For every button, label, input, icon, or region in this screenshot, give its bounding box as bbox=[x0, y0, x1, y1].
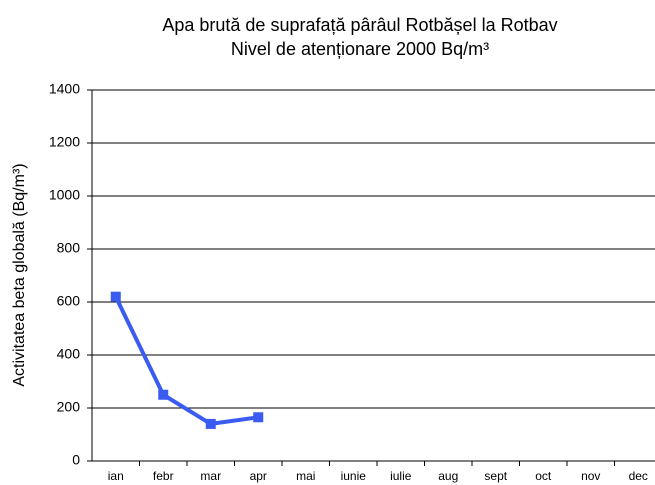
x-tick-label: iunie bbox=[341, 469, 367, 483]
marker bbox=[253, 412, 264, 423]
y-tick-label: 1400 bbox=[49, 81, 80, 97]
y-tick-label: 0 bbox=[72, 452, 80, 468]
marker bbox=[205, 418, 216, 429]
chart-title: Apa brută de suprafață pârâul Rotbășel l… bbox=[162, 15, 557, 35]
x-tick-label: febr bbox=[153, 469, 174, 483]
y-tick-label: 600 bbox=[57, 293, 81, 309]
y-axis-label: Activitatea beta globală (Bq/m³) bbox=[11, 163, 28, 386]
x-tick-label: dec bbox=[629, 469, 648, 483]
marker bbox=[110, 291, 121, 302]
y-tick-label: 1200 bbox=[49, 134, 80, 150]
x-tick-label: sept bbox=[484, 469, 507, 483]
x-tick-label: nov bbox=[581, 469, 600, 483]
marker bbox=[158, 389, 169, 400]
y-tick-label: 400 bbox=[57, 346, 81, 362]
x-tick-label: aug bbox=[438, 469, 458, 483]
y-tick-label: 200 bbox=[57, 399, 81, 415]
series-line bbox=[113, 295, 259, 426]
x-tick-label: mar bbox=[200, 469, 221, 483]
chart-subtitle: Nivel de atenționare 2000 Bq/m³ bbox=[231, 39, 489, 59]
y-tick-label: 1000 bbox=[49, 187, 80, 203]
x-tick-label: iulie bbox=[390, 469, 412, 483]
x-tick-label: oct bbox=[535, 469, 552, 483]
y-tick-label: 800 bbox=[57, 240, 81, 256]
x-tick-label: apr bbox=[250, 469, 267, 483]
x-tick-label: ian bbox=[108, 469, 124, 483]
x-tick-label: mai bbox=[296, 469, 315, 483]
